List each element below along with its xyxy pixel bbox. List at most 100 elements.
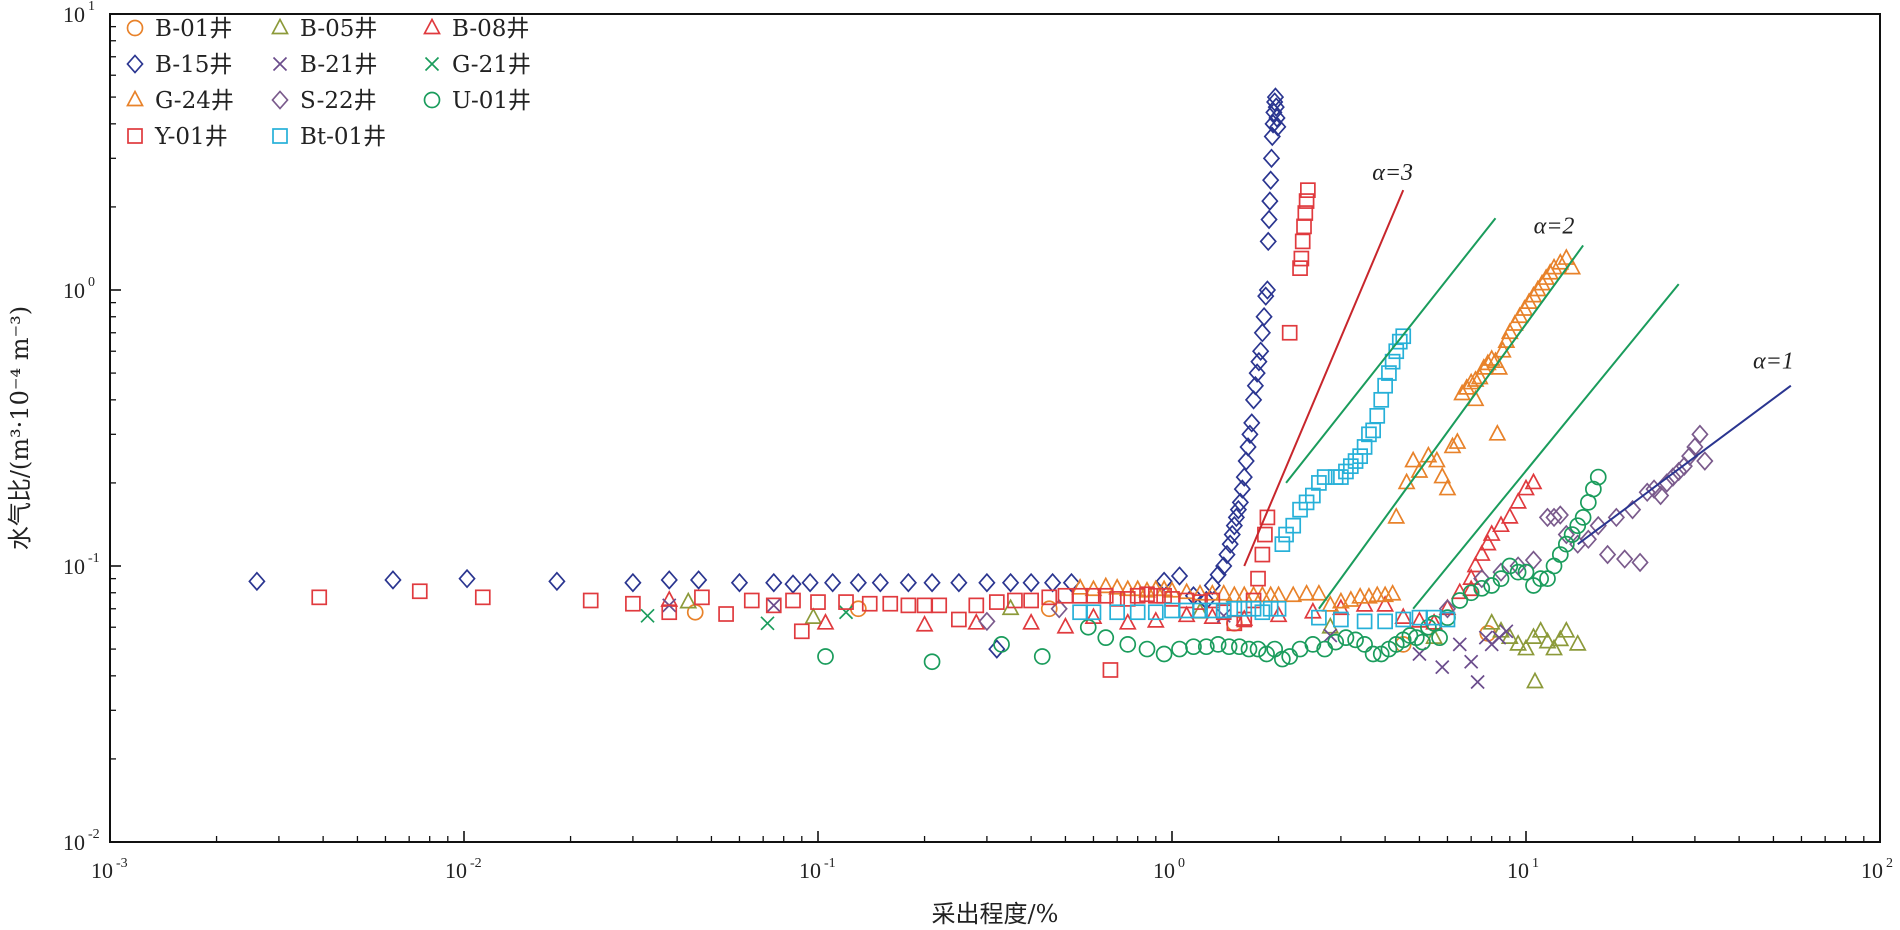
legend-label: B-01井 xyxy=(155,16,232,42)
data-point xyxy=(1589,515,1607,536)
data-point xyxy=(1062,572,1081,593)
data-point xyxy=(1488,424,1507,441)
legend-marker xyxy=(271,90,289,110)
data-point xyxy=(1443,436,1462,454)
series-layer xyxy=(248,87,1714,690)
data-point xyxy=(311,589,328,606)
data-point xyxy=(1528,279,1547,297)
x-tick-label: 10 xyxy=(1507,858,1529,883)
reference-line xyxy=(1285,217,1497,484)
legend-marker xyxy=(271,17,289,35)
data-point xyxy=(1281,324,1298,341)
data-point xyxy=(1001,572,1020,593)
data-point xyxy=(1545,507,1563,528)
legend-item: B-08井 xyxy=(423,16,529,42)
data-point xyxy=(1452,637,1467,652)
data-point xyxy=(1296,218,1312,235)
data-point xyxy=(1482,349,1501,366)
legend-item: U-01井 xyxy=(423,88,531,114)
data-point xyxy=(1085,587,1102,604)
data-point xyxy=(785,592,801,609)
data-point xyxy=(1225,515,1243,536)
data-point xyxy=(1482,612,1501,630)
data-point xyxy=(1231,492,1249,513)
data-point xyxy=(793,623,810,640)
data-point xyxy=(1119,636,1137,653)
data-point xyxy=(248,571,266,592)
legend-marker xyxy=(424,56,440,72)
data-point xyxy=(1316,469,1333,485)
data-point xyxy=(1414,633,1431,651)
data-point xyxy=(1545,557,1563,575)
data-point xyxy=(1177,582,1196,600)
data-point xyxy=(1262,148,1281,169)
data-point xyxy=(1155,645,1173,663)
series-6 xyxy=(1071,248,1582,612)
legend-label: G-24井 xyxy=(155,88,234,114)
alpha-annotation: α=2 xyxy=(1534,214,1575,240)
data-point xyxy=(1464,654,1479,669)
legend-marker xyxy=(126,54,144,74)
legend-label: S-22井 xyxy=(300,88,377,114)
data-point xyxy=(951,611,967,628)
series-3 xyxy=(248,87,1287,659)
data-point xyxy=(923,653,941,671)
data-point xyxy=(1191,583,1209,601)
data-point xyxy=(1568,634,1587,651)
data-point xyxy=(1453,383,1472,401)
data-point xyxy=(915,614,934,632)
data-point xyxy=(1155,571,1173,592)
data-point xyxy=(1284,585,1303,603)
data-point xyxy=(1243,413,1261,433)
data-point xyxy=(1265,102,1283,123)
data-point xyxy=(1033,648,1051,665)
x-tick-label: 10 xyxy=(445,858,467,883)
data-point xyxy=(1347,453,1364,469)
data-point xyxy=(1557,524,1575,545)
data-point xyxy=(730,572,749,593)
data-point xyxy=(1118,612,1137,630)
data-point xyxy=(1311,475,1327,491)
data-point xyxy=(810,594,826,610)
data-point xyxy=(1524,285,1543,303)
data-point xyxy=(1579,529,1597,550)
data-point xyxy=(1297,205,1314,221)
data-point xyxy=(1185,638,1202,656)
data-point xyxy=(1309,583,1328,601)
data-point xyxy=(1235,467,1253,487)
legend-marker xyxy=(126,89,144,107)
data-point xyxy=(1248,363,1266,383)
alpha-annotation: α=1 xyxy=(1753,348,1794,374)
data-point xyxy=(1557,535,1575,553)
data-point xyxy=(1270,600,1287,617)
reference-lines xyxy=(1243,189,1792,610)
data-point xyxy=(1376,595,1395,612)
data-point xyxy=(1262,600,1279,617)
data-point xyxy=(1260,209,1278,230)
x-tick-exponent: -2 xyxy=(470,856,482,871)
data-point xyxy=(1305,487,1321,504)
data-point xyxy=(1171,640,1188,658)
data-point xyxy=(1323,628,1338,643)
data-point xyxy=(1241,424,1259,445)
data-point xyxy=(1236,611,1253,628)
data-point xyxy=(1022,612,1041,630)
data-point xyxy=(1381,365,1397,381)
data-point xyxy=(1192,602,1208,619)
data-point xyxy=(1517,563,1535,581)
data-point xyxy=(1250,351,1268,372)
data-point xyxy=(784,574,802,594)
data-point xyxy=(1321,595,1340,612)
data-point xyxy=(900,597,917,614)
data-point xyxy=(1096,576,1115,594)
data-point xyxy=(1226,600,1243,617)
data-point xyxy=(1249,640,1267,658)
data-point xyxy=(1259,231,1277,252)
data-point xyxy=(1246,375,1265,396)
data-point xyxy=(1361,426,1377,443)
data-point xyxy=(978,572,996,593)
data-point xyxy=(1492,570,1510,587)
x-tick-exponent: 0 xyxy=(1178,856,1185,871)
y-axis-title: 水气比/(m³·10⁻⁴ m⁻³) xyxy=(6,306,34,550)
data-point xyxy=(916,597,933,614)
